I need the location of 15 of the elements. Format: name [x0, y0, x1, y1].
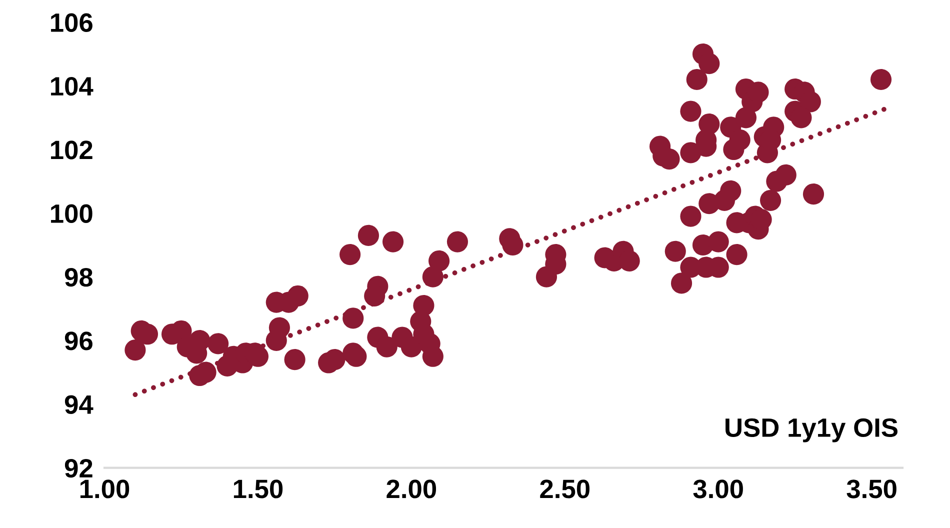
- y-tick-label: 92: [64, 458, 92, 478]
- y-tick-label: 102: [51, 140, 92, 160]
- y-tick-label: 104: [51, 76, 94, 96]
- x-tick-label: 2.50: [540, 480, 590, 498]
- annotation: USD 1y1y OIS: [726, 418, 898, 442]
- x-tick-label: 1.00: [80, 480, 130, 498]
- y-tick-label: 94: [64, 395, 94, 414]
- x-tick-label: 2.00: [386, 480, 436, 498]
- y-tick-label: 96: [64, 332, 92, 350]
- x-tick-label: 1.50: [234, 480, 283, 498]
- y-tick-label: 98: [64, 268, 93, 287]
- x-tick-label: 3.00: [693, 480, 743, 498]
- x-tick-label: 3.50: [846, 480, 896, 498]
- y-tick-label: 100: [51, 204, 92, 223]
- y-tick-label: 106: [51, 13, 92, 32]
